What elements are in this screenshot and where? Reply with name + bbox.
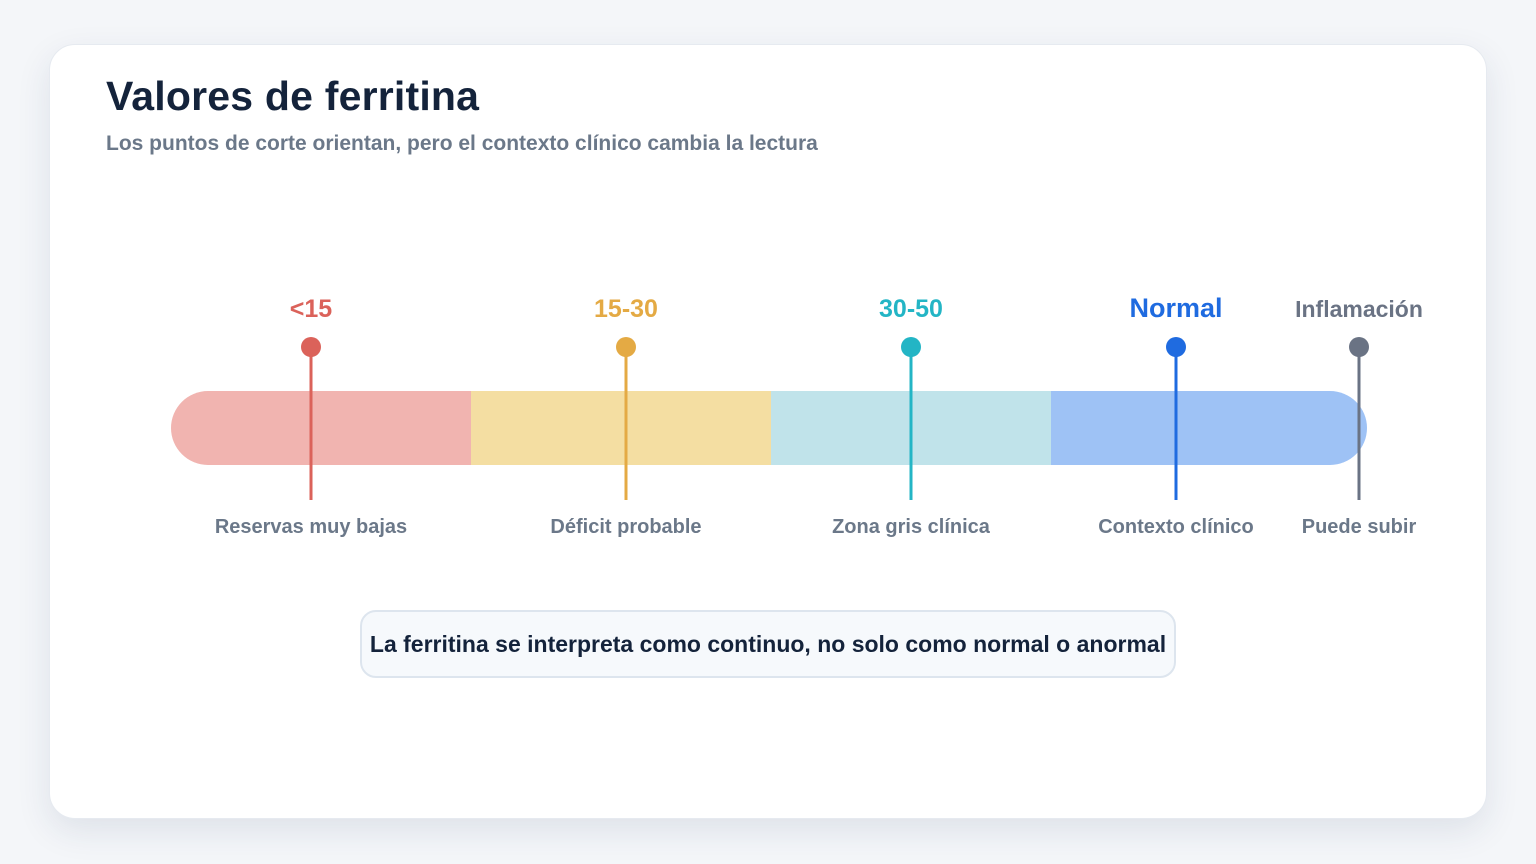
scale-marker: 30-50 Zona gris clínica [832, 295, 991, 538]
scale-segment-blue [1051, 391, 1367, 465]
scale-marker: Inflamación Puede subir [1295, 296, 1423, 538]
callout-text: La ferritina se interpreta como continuo… [369, 631, 1167, 657]
scale-segment-red [171, 391, 471, 465]
marker-caption: Puede subir [1302, 516, 1417, 538]
page-subtitle: Los puntos de corte orientan, pero el co… [106, 132, 818, 155]
marker-caption: Contexto clínico [1098, 516, 1254, 538]
scale-bar [171, 391, 1367, 465]
scale-segment-yellow [471, 391, 771, 465]
page-title: Valores de ferritina [106, 73, 480, 119]
marker-label: 15-30 [594, 295, 658, 323]
ferritin-card: Valores de ferritina Los puntos de corte… [49, 44, 1487, 819]
marker-dot [301, 337, 321, 357]
marker-dot [1166, 337, 1186, 357]
marker-dot [1349, 337, 1369, 357]
ferritin-scale: <15 Reservas muy bajas 15-30 Déficit probab… [171, 293, 1423, 538]
marker-caption: Reservas muy bajas [215, 516, 407, 538]
marker-dot [616, 337, 636, 357]
marker-dot [901, 337, 921, 357]
marker-label: Normal [1129, 293, 1222, 323]
scale-marker: <15 Reservas muy bajas [215, 295, 407, 538]
scale-marker: Normal Contexto clínico [1098, 293, 1254, 538]
scale-markers: <15 Reservas muy bajas 15-30 Déficit probab… [215, 293, 1423, 538]
marker-label: Inflamación [1295, 296, 1423, 322]
scale-marker: 15-30 Déficit probable [550, 295, 701, 538]
marker-label: <15 [290, 295, 333, 323]
interpretation-callout: La ferritina se interpreta como continuo… [360, 610, 1176, 678]
marker-label: 30-50 [879, 295, 943, 323]
marker-caption: Déficit probable [550, 516, 701, 538]
marker-caption: Zona gris clínica [832, 516, 991, 538]
